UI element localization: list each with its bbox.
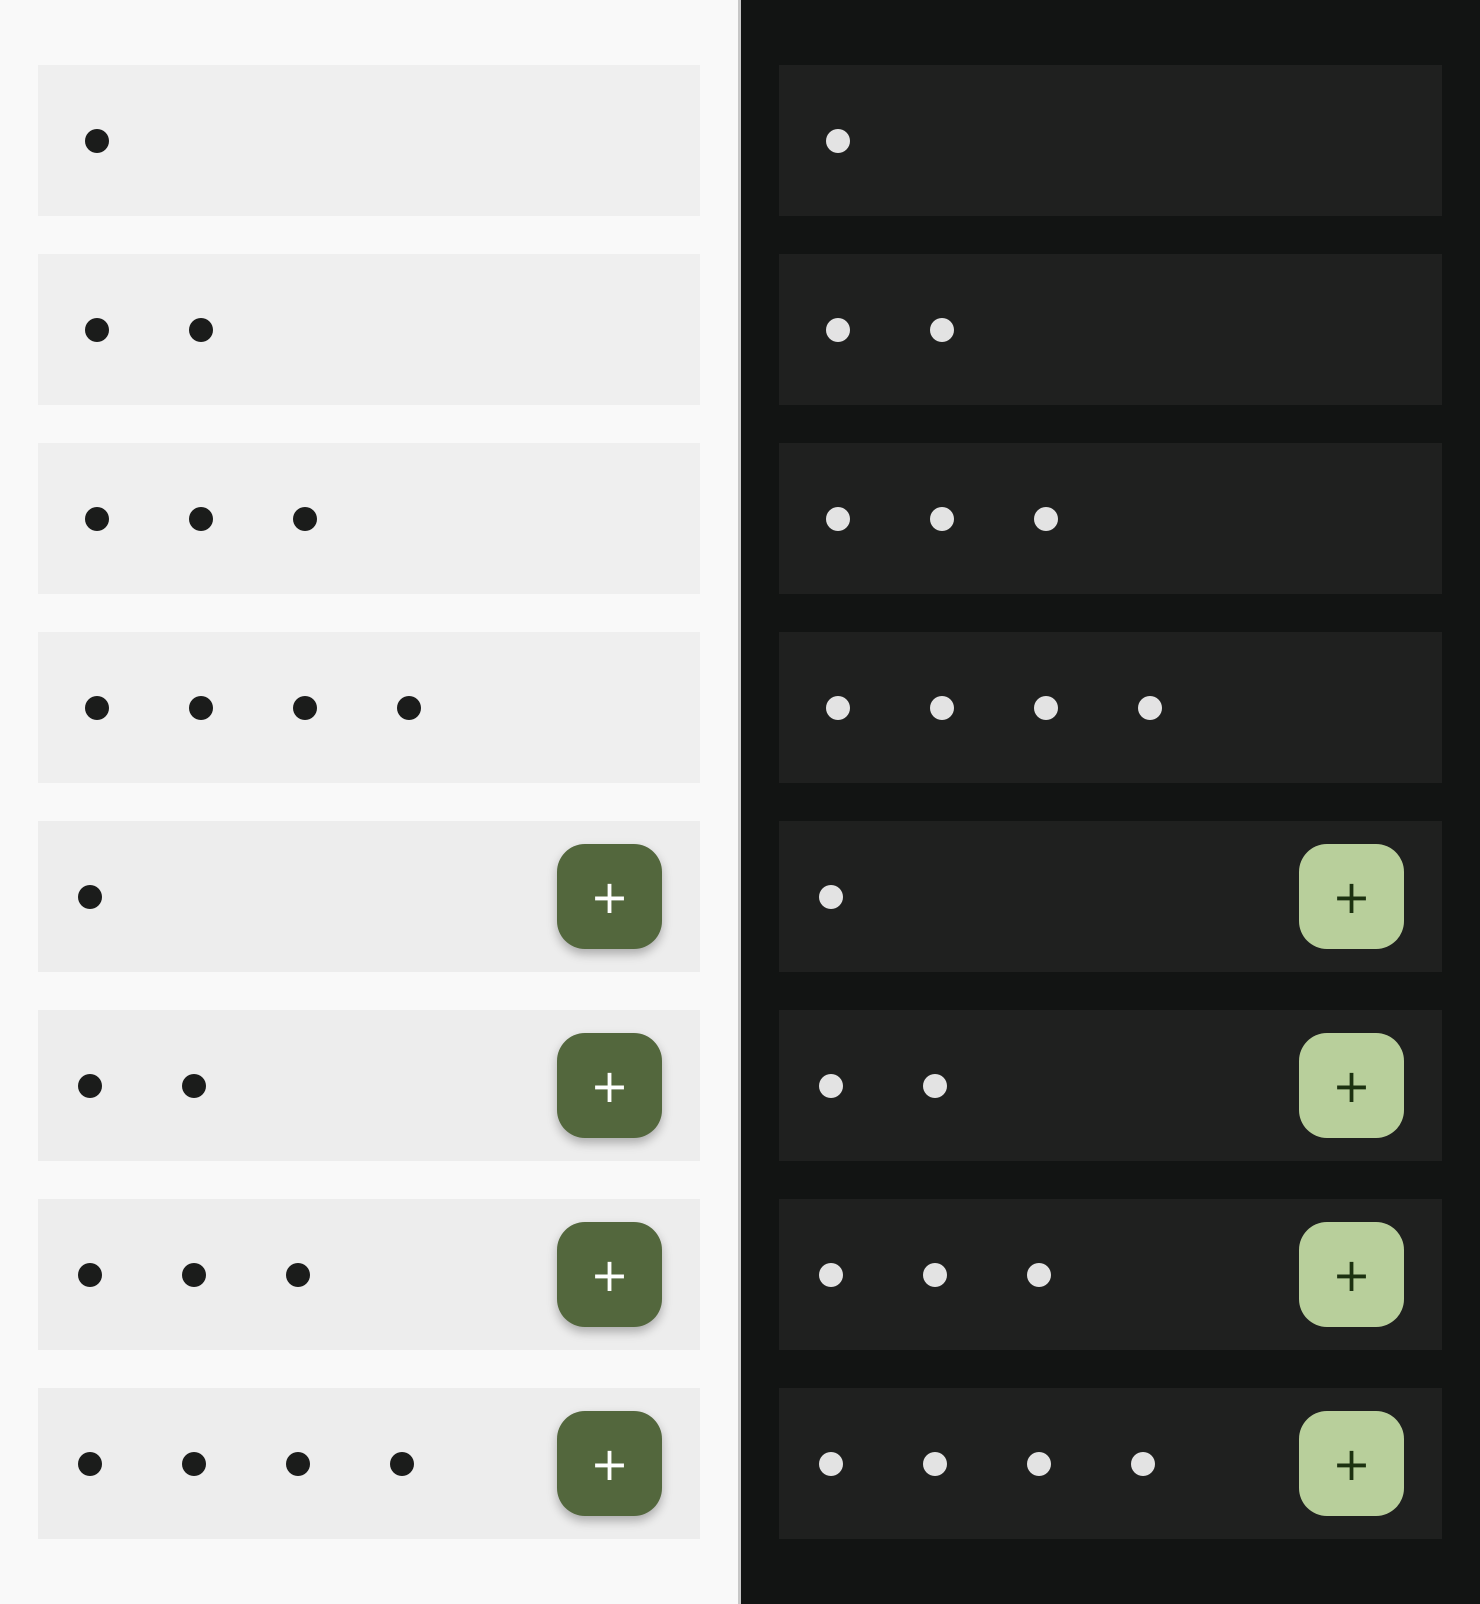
- light-theme-panel: + + + +: [38, 0, 741, 1604]
- add-fab-button[interactable]: +: [1299, 1411, 1404, 1516]
- action-icons: [78, 1199, 310, 1350]
- dot-icon[interactable]: [182, 1262, 206, 1287]
- dot-icon[interactable]: [826, 128, 850, 153]
- dot-icon[interactable]: [1034, 695, 1058, 720]
- dot-icon[interactable]: [286, 1262, 310, 1287]
- dot-icon[interactable]: [85, 695, 109, 720]
- dark-bottom-app-bar: [779, 632, 1442, 783]
- plus-icon: +: [1332, 1436, 1371, 1491]
- plus-icon: +: [590, 1247, 629, 1302]
- plus-icon: +: [1332, 1247, 1371, 1302]
- action-icons: [85, 443, 317, 594]
- dot-icon[interactable]: [189, 695, 213, 720]
- dot-icon[interactable]: [85, 506, 109, 531]
- dot-icon[interactable]: [930, 317, 954, 342]
- dot-icon[interactable]: [1027, 1262, 1051, 1287]
- add-fab-button[interactable]: +: [1299, 844, 1404, 949]
- dot-icon[interactable]: [1027, 1451, 1051, 1476]
- dot-icon[interactable]: [1131, 1451, 1155, 1476]
- action-icons: [78, 821, 102, 972]
- dot-icon[interactable]: [78, 884, 102, 909]
- dot-icon[interactable]: [819, 1451, 843, 1476]
- action-icons: [819, 821, 843, 972]
- dot-icon[interactable]: [182, 1073, 206, 1098]
- action-icons: [819, 1199, 1051, 1350]
- dot-icon[interactable]: [923, 1262, 947, 1287]
- dot-icon[interactable]: [397, 695, 421, 720]
- dot-icon[interactable]: [930, 695, 954, 720]
- dot-icon[interactable]: [819, 1262, 843, 1287]
- dark-bottom-app-bar: [779, 65, 1442, 216]
- light-bottom-app-bar: +: [38, 1010, 700, 1161]
- dot-icon[interactable]: [390, 1451, 414, 1476]
- dot-icon[interactable]: [930, 506, 954, 531]
- add-fab-button[interactable]: +: [1299, 1222, 1404, 1327]
- dot-icon[interactable]: [293, 695, 317, 720]
- dot-icon[interactable]: [78, 1073, 102, 1098]
- action-icons: [819, 1010, 947, 1161]
- dark-bottom-app-bar: +: [779, 821, 1442, 972]
- dark-bottom-app-bar: [779, 443, 1442, 594]
- dot-icon[interactable]: [923, 1073, 947, 1098]
- dot-icon[interactable]: [189, 317, 213, 342]
- action-icons: [826, 632, 1162, 783]
- dark-theme-panel: + + + +: [741, 0, 1480, 1604]
- add-fab-button[interactable]: +: [557, 1411, 662, 1516]
- plus-icon: +: [590, 1436, 629, 1491]
- dot-icon[interactable]: [819, 884, 843, 909]
- light-bottom-app-bar: [38, 254, 700, 405]
- light-bottom-app-bar: [38, 632, 700, 783]
- action-icons: [826, 65, 850, 216]
- light-bottom-app-bar: +: [38, 821, 700, 972]
- plus-icon: +: [590, 869, 629, 924]
- light-bottom-app-bar: +: [38, 1199, 700, 1350]
- action-icons: [826, 254, 954, 405]
- dot-icon[interactable]: [826, 695, 850, 720]
- action-icons: [85, 254, 213, 405]
- plus-icon: +: [1332, 1058, 1371, 1113]
- light-bottom-app-bar: +: [38, 1388, 700, 1539]
- dot-icon[interactable]: [293, 506, 317, 531]
- action-icons: [85, 65, 109, 216]
- dark-bottom-app-bar: +: [779, 1199, 1442, 1350]
- dark-bottom-app-bar: +: [779, 1388, 1442, 1539]
- dot-icon[interactable]: [78, 1262, 102, 1287]
- dot-icon[interactable]: [826, 317, 850, 342]
- dot-icon[interactable]: [1138, 695, 1162, 720]
- action-icons: [819, 1388, 1155, 1539]
- add-fab-button[interactable]: +: [557, 1033, 662, 1138]
- dot-icon[interactable]: [189, 506, 213, 531]
- dot-icon[interactable]: [78, 1451, 102, 1476]
- dot-icon[interactable]: [1034, 506, 1058, 531]
- action-icons: [826, 443, 1058, 594]
- dark-bottom-app-bar: +: [779, 1010, 1442, 1161]
- dot-icon[interactable]: [85, 128, 109, 153]
- action-icons: [78, 1388, 414, 1539]
- action-icons: [78, 1010, 206, 1161]
- add-fab-button[interactable]: +: [1299, 1033, 1404, 1138]
- plus-icon: +: [1332, 869, 1371, 924]
- dot-icon[interactable]: [923, 1451, 947, 1476]
- dark-bottom-app-bar: [779, 254, 1442, 405]
- light-bottom-app-bar: [38, 65, 700, 216]
- dot-icon[interactable]: [826, 506, 850, 531]
- plus-icon: +: [590, 1058, 629, 1113]
- dot-icon[interactable]: [182, 1451, 206, 1476]
- action-icons: [85, 632, 421, 783]
- add-fab-button[interactable]: +: [557, 1222, 662, 1327]
- dot-icon[interactable]: [286, 1451, 310, 1476]
- add-fab-button[interactable]: +: [557, 844, 662, 949]
- light-bottom-app-bar: [38, 443, 700, 594]
- dot-icon[interactable]: [819, 1073, 843, 1098]
- dot-icon[interactable]: [85, 317, 109, 342]
